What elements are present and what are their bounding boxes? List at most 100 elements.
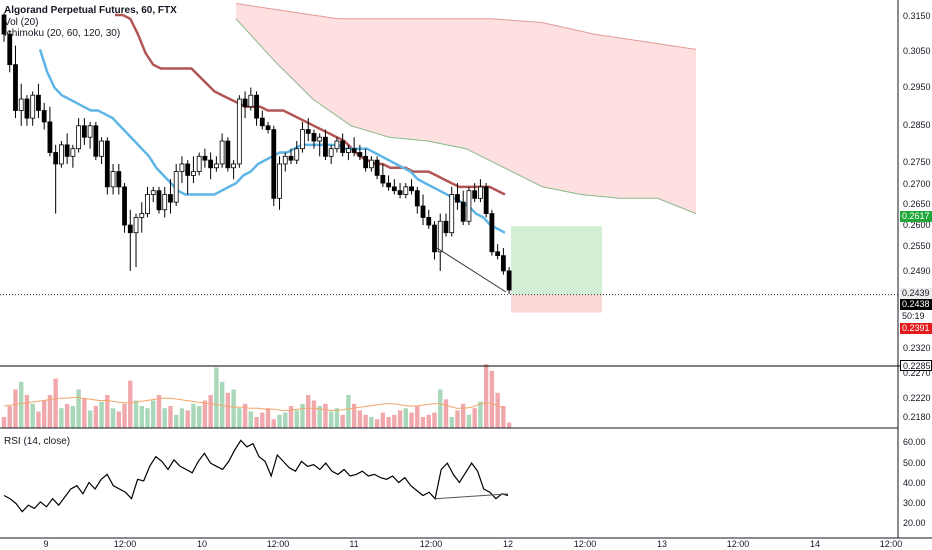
candle-body bbox=[185, 163, 191, 176]
volume-bar bbox=[36, 411, 41, 428]
candle-body bbox=[173, 171, 179, 203]
candle-body bbox=[53, 152, 59, 165]
candlestick-series bbox=[1, 13, 512, 294]
y-tick-label: 0.2850 bbox=[903, 120, 931, 130]
candle-body bbox=[87, 125, 93, 138]
candle-body bbox=[374, 159, 380, 176]
candle bbox=[432, 221, 437, 260]
candle-body bbox=[133, 217, 139, 234]
volume-bar bbox=[461, 403, 466, 428]
candle bbox=[294, 141, 300, 164]
candle bbox=[150, 186, 156, 203]
candle-body bbox=[81, 125, 87, 138]
volume-bar bbox=[380, 412, 386, 428]
volume-bar bbox=[128, 380, 133, 428]
candle bbox=[122, 183, 127, 233]
volume-bar bbox=[369, 417, 374, 428]
candle bbox=[282, 152, 288, 172]
volume-bar bbox=[346, 395, 351, 428]
candle-body bbox=[59, 144, 64, 165]
chart-title: Algorand Perpetual Futures, 60, FTX bbox=[4, 5, 177, 16]
volume-bar bbox=[116, 411, 121, 428]
candle bbox=[18, 83, 24, 126]
candle bbox=[254, 91, 259, 126]
candle-body bbox=[386, 182, 391, 188]
candle-body bbox=[305, 129, 311, 134]
volume-bar bbox=[93, 406, 99, 428]
volume-bar bbox=[283, 412, 288, 428]
volume-bar bbox=[174, 414, 179, 428]
candle-body bbox=[116, 171, 122, 188]
volume-bar bbox=[214, 367, 219, 428]
y-tick-label: 0.2750 bbox=[903, 157, 931, 167]
candle-body bbox=[156, 190, 162, 211]
candle bbox=[345, 144, 351, 161]
candle-body bbox=[437, 220, 443, 253]
candle-body bbox=[150, 190, 156, 195]
volume-bar bbox=[288, 406, 294, 428]
volume-bar bbox=[466, 414, 472, 428]
candle-body bbox=[13, 64, 18, 111]
candle bbox=[495, 244, 501, 260]
volume-bar bbox=[432, 412, 437, 428]
candle bbox=[213, 156, 219, 172]
candle-body bbox=[196, 155, 202, 172]
candle-body bbox=[18, 98, 24, 111]
candle bbox=[208, 152, 214, 180]
volume-bar bbox=[260, 412, 265, 428]
x-tick-label: 12:00 bbox=[114, 539, 137, 549]
loss-zone bbox=[511, 294, 602, 313]
volume-bar bbox=[162, 408, 167, 428]
candle-body bbox=[202, 155, 208, 161]
candle-body bbox=[311, 133, 317, 142]
y-tick-label: 0.2270 bbox=[903, 368, 931, 378]
volume-bar bbox=[397, 410, 403, 428]
candle bbox=[437, 213, 443, 271]
candle bbox=[420, 194, 426, 226]
y-tick-label: 0.2550 bbox=[903, 241, 931, 251]
volume-bar bbox=[489, 370, 495, 428]
trade-zones bbox=[0, 226, 898, 313]
candle bbox=[391, 179, 397, 195]
candle bbox=[30, 91, 36, 126]
candle-body bbox=[24, 98, 30, 119]
candle bbox=[191, 156, 196, 184]
candle-body bbox=[455, 194, 460, 203]
candle bbox=[127, 209, 133, 271]
x-tick-label: 12 bbox=[503, 539, 513, 549]
candle-body bbox=[277, 163, 282, 199]
candle-body bbox=[36, 94, 41, 111]
y-tick-label: 0.3150 bbox=[903, 11, 931, 21]
candle bbox=[374, 156, 380, 180]
candle-body bbox=[466, 190, 472, 222]
candle-body bbox=[208, 159, 214, 169]
candle bbox=[483, 183, 489, 218]
candle-body bbox=[397, 190, 403, 195]
candle-body bbox=[242, 98, 248, 108]
candle bbox=[334, 137, 340, 153]
candle bbox=[380, 163, 386, 187]
candle bbox=[500, 247, 506, 275]
candle bbox=[271, 125, 277, 206]
candle-body bbox=[363, 155, 369, 169]
cloud-lower-line bbox=[235, 18, 697, 215]
x-tick-label: 12:00 bbox=[727, 539, 750, 549]
volume-bar bbox=[351, 403, 357, 428]
candle bbox=[156, 186, 162, 214]
y-tick-label: 0.2700 bbox=[903, 179, 931, 189]
candle bbox=[506, 267, 512, 294]
candle bbox=[36, 83, 41, 119]
candle bbox=[443, 213, 449, 237]
candle-body bbox=[495, 251, 501, 257]
volume-bar bbox=[133, 400, 139, 428]
candle-body bbox=[420, 205, 426, 218]
candle-body bbox=[460, 201, 466, 222]
candle bbox=[87, 121, 93, 149]
volume-bar bbox=[208, 395, 213, 428]
candle bbox=[231, 160, 237, 180]
candle-body bbox=[30, 94, 36, 119]
candle bbox=[305, 118, 311, 142]
volume-bar bbox=[219, 381, 225, 428]
